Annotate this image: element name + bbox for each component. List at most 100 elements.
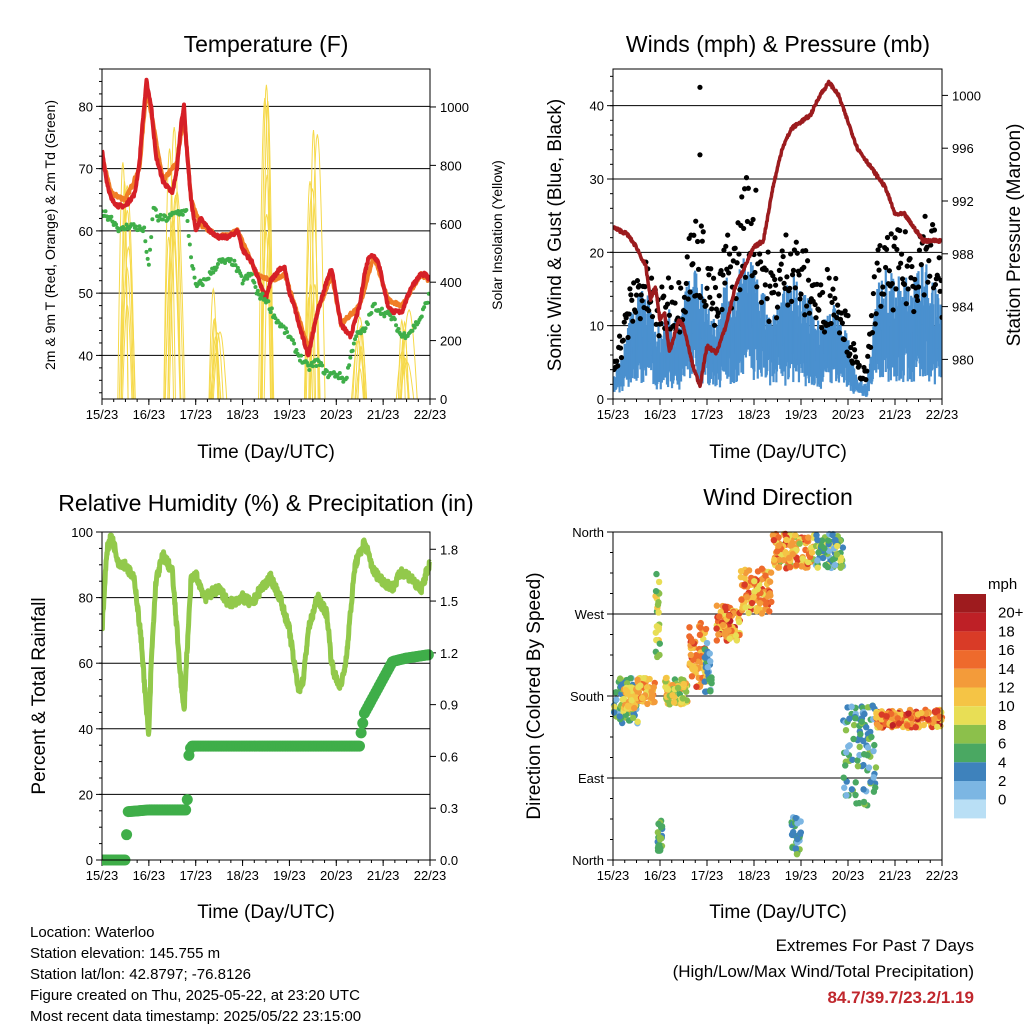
gust-point: [672, 300, 678, 306]
dewpoint-point: [273, 316, 278, 321]
dewpoint-point: [114, 222, 119, 227]
x-tick-label: 22/23: [414, 407, 447, 422]
gust-point: [792, 285, 798, 291]
direction-point: [842, 762, 849, 769]
gust-point: [750, 216, 756, 223]
direction-point: [716, 613, 723, 620]
solar-trace: [210, 335, 221, 399]
direction-point: [697, 624, 704, 631]
y-right-tick-label: 400: [440, 275, 462, 290]
direction-point: [864, 744, 872, 751]
direction-point: [732, 632, 740, 639]
gust-point: [847, 351, 853, 357]
gust-point: [678, 285, 684, 291]
temperature-title: Temperature (F): [184, 31, 349, 57]
direction-point: [726, 635, 733, 642]
gust-point: [873, 311, 879, 317]
gust-point: [856, 362, 862, 369]
direction-point: [652, 587, 660, 595]
winds-plot-area: [613, 79, 942, 397]
dewpoint-point: [191, 266, 196, 271]
dewpoint-point: [396, 326, 401, 331]
direction-point: [644, 700, 651, 708]
gust-point: [892, 235, 898, 241]
dewpoint-point: [369, 310, 374, 315]
direction-point: [669, 692, 676, 699]
gust-point: [874, 260, 880, 266]
wind-direction-xlabel: Time (Day/UTC): [709, 902, 847, 923]
legend-label: 12: [998, 680, 1015, 697]
direction-point: [796, 830, 804, 837]
gust-point: [639, 298, 645, 304]
gust-point: [930, 222, 936, 228]
direction-point: [733, 637, 741, 644]
dewpoint-point: [156, 218, 161, 223]
dewpoint-point: [198, 278, 203, 283]
direction-point: [857, 730, 864, 738]
dewpoint-point: [228, 257, 233, 262]
gust-point: [820, 289, 826, 296]
gust-point: [718, 267, 724, 274]
gust-point: [798, 291, 804, 297]
gust-point: [826, 275, 832, 281]
gust-point: [618, 354, 625, 361]
gust-point: [620, 337, 626, 343]
gust-point: [625, 334, 631, 341]
gust-point: [898, 251, 905, 257]
x-tick-label: 16/23: [133, 868, 166, 883]
gust-point: [664, 301, 671, 307]
direction-point: [872, 764, 880, 771]
direction-point: [808, 544, 815, 551]
gust-point: [708, 266, 714, 272]
winds-title: Winds (mph) & Pressure (mb): [626, 31, 930, 57]
gust-point: [666, 312, 673, 318]
direction-point: [702, 625, 710, 633]
direction-point: [629, 714, 637, 722]
direction-point: [737, 567, 745, 575]
gust-point: [903, 301, 909, 307]
x-tick-label: 19/23: [273, 868, 306, 883]
direction-point: [658, 823, 666, 830]
gust-point: [665, 275, 672, 281]
gust-point: [741, 225, 747, 232]
gust-point: [804, 258, 811, 264]
solar-trace: [304, 188, 321, 399]
direction-point: [863, 724, 870, 731]
direction-point: [743, 593, 751, 601]
gust-point: [707, 294, 713, 300]
dewpoint-point: [268, 310, 273, 315]
gust-point: [915, 284, 922, 290]
gust-point: [833, 275, 839, 282]
gust-point: [829, 299, 835, 306]
figure-created: Figure created on Thu, 2025-05-22, at 23…: [30, 987, 360, 1004]
pressure-line: [613, 79, 942, 389]
direction-point: [620, 695, 628, 703]
direction-point: [713, 625, 720, 632]
dewpoint-point: [322, 371, 327, 376]
direction-point: [738, 596, 745, 603]
gust-point: [925, 279, 931, 285]
direction-point: [860, 786, 867, 793]
gust-point: [772, 276, 778, 283]
gust-point: [656, 333, 662, 339]
dewpoint-point: [358, 331, 363, 336]
gust-point: [890, 307, 896, 313]
y-tick-label: 70: [79, 162, 93, 177]
solar-trace: [209, 317, 220, 399]
legend-swatch: [954, 706, 986, 725]
y-tick-label: 10: [590, 319, 604, 334]
legend-swatch: [954, 650, 986, 669]
y-right-tick-label: 0.3: [440, 801, 458, 816]
solar-trace: [212, 331, 228, 399]
gust-point: [757, 251, 763, 257]
dewpoint-point: [163, 214, 168, 219]
gust-point: [722, 280, 728, 286]
x-tick-label: 17/23: [691, 407, 724, 422]
gust-point: [642, 284, 648, 290]
y-right-tick-label: 996: [952, 141, 974, 156]
gust-point: [839, 320, 845, 326]
y-right-tick-label: 600: [440, 217, 462, 232]
gust-point: [720, 272, 726, 278]
gust-point: [926, 258, 932, 264]
dewpoint-point: [180, 212, 185, 217]
